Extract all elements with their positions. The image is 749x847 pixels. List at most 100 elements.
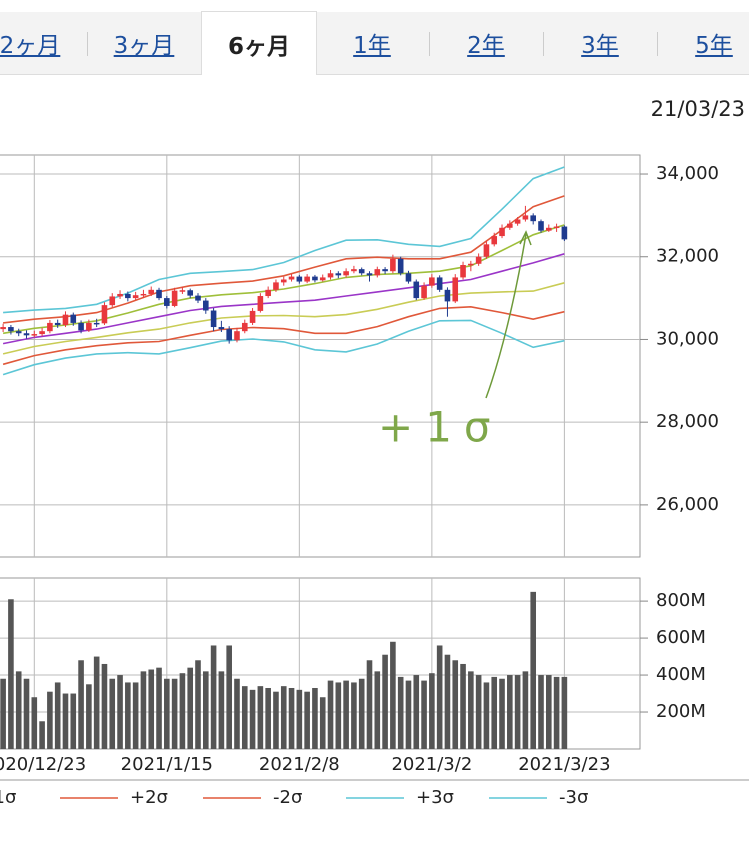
volume-bar [514,675,521,749]
candle-body [265,289,271,297]
candle-body [226,329,232,341]
volume-bar [335,682,342,749]
candle-body [210,310,217,328]
volume-bar [436,645,443,749]
candle-body [280,279,287,283]
volume-bar [444,654,451,749]
legend-label: +2σ [130,787,168,808]
y-tick-label: 32,000 [656,246,719,267]
candle-body [538,221,544,231]
candle-body [47,322,53,332]
volume-bar [8,599,14,749]
candle-body [288,276,295,280]
candle-body [468,263,474,266]
candle-body [101,305,108,324]
volume-bar [234,678,240,749]
period-tab[interactable]: 2年 [467,33,505,59]
candle-body [257,296,264,311]
y-tick-label: 28,000 [656,411,719,432]
y-tick-label: 400M [656,664,706,685]
volume-bar [187,667,194,749]
candle-body [125,293,131,299]
volume-bar [101,663,108,749]
candle-body [483,244,490,257]
volume-bar [257,686,264,749]
legend-label: -1σ [0,787,16,808]
candle-body [148,289,155,294]
volume-bar [218,671,225,749]
volume-bar [468,671,474,749]
volume-bar [171,678,178,749]
period-tab[interactable]: 6ヶ月 [201,11,317,75]
volume-bar [210,645,217,749]
candle-body [553,226,560,229]
candle-body [241,322,248,332]
candle-body [195,295,201,301]
volume-bar [0,678,6,749]
volume-bar [452,660,459,749]
candle-body [39,331,45,335]
period-tab[interactable]: 2ヶ月 [0,33,61,59]
volume-bar [312,687,318,749]
volume-bar [156,667,162,749]
candle-body [499,227,505,237]
candle-body [171,290,178,306]
tab-separator [87,32,88,56]
candle-body [530,215,537,222]
volume-bar [23,678,30,749]
volume-bar [491,676,498,749]
x-tick-label: 2021/3/23 [518,754,610,775]
volume-bar [54,682,61,749]
volume-bar [319,697,326,749]
volume-bar [62,693,69,749]
candle-body [93,322,100,325]
volume-bar [265,687,271,749]
volume-bar [374,671,381,749]
volume-bar [545,675,552,749]
candle-body [413,281,420,299]
candle-body [54,322,61,325]
volume-bar [280,686,287,749]
volume-bar [39,721,45,749]
candle-body [374,269,381,276]
period-tab[interactable]: 1年 [353,33,391,59]
candle-body [296,276,303,282]
candle-body [429,277,435,286]
date-label: 21/03/23 [651,97,745,121]
candle-body [187,290,194,296]
candle-body [273,282,279,290]
candle-body [319,277,326,281]
candle-body [545,227,552,231]
candle-body [132,295,139,299]
band-line [2,319,565,376]
y-tick-label: 34,000 [656,163,719,184]
volume-bar [429,673,435,749]
volume-bar [70,693,77,749]
volume-bar [413,675,420,749]
volume-bar [475,675,482,749]
period-tab[interactable]: 3年 [581,33,619,59]
volume-bar [47,691,53,749]
tab-separator [429,32,430,56]
y-tick-label: 200M [656,701,706,722]
annotation: +1σ [378,403,503,452]
volume-bar [343,680,349,749]
volume-bar [86,684,92,749]
candle-body [62,314,69,325]
band-line [3,195,565,324]
candle-body [382,269,388,272]
period-tab[interactable]: 5年 [695,33,733,59]
candle-body [421,285,427,299]
volume-bar [202,671,209,749]
period-tab[interactable]: 3ヶ月 [113,33,175,59]
volume-bar [405,680,412,749]
candle-body [78,322,84,331]
candle-body [390,258,396,272]
band-line [3,166,565,314]
candle-body [117,293,123,297]
volume-bar [561,676,568,749]
plot-frame [0,154,641,558]
candle-body [460,265,466,278]
volume-bar [125,682,131,749]
